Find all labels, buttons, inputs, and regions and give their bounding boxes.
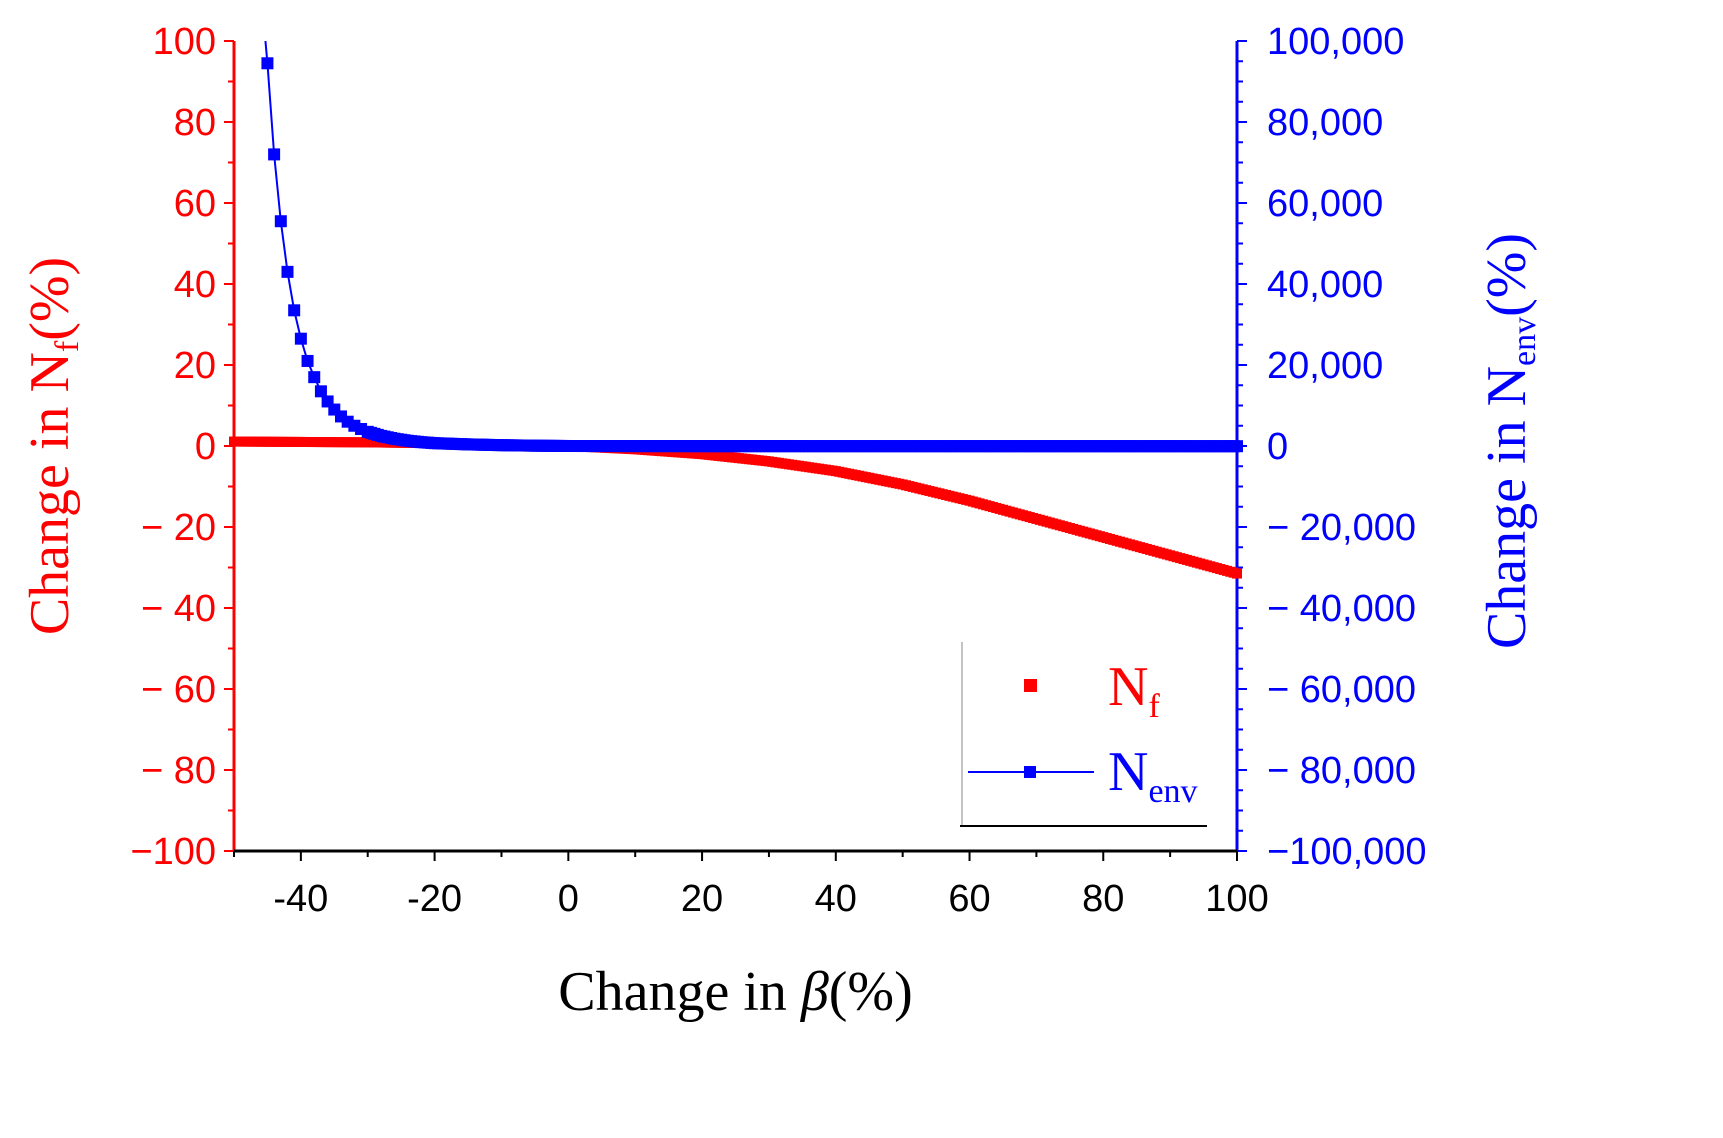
- nenv-point: [261, 57, 274, 70]
- legend-nenv-label: Nenv: [1108, 741, 1198, 810]
- right-y-tick-label: 0: [1267, 426, 1288, 468]
- right-y-axis-title-suffix: (%): [1476, 233, 1538, 317]
- left-y-tick-label: 100: [153, 21, 216, 63]
- nenv-point: [288, 304, 301, 317]
- right-y-tick-label: − 60,000: [1267, 669, 1416, 711]
- legend: Nf Nenv: [960, 642, 1207, 827]
- right-y-tick-label: − 80,000: [1267, 750, 1416, 792]
- nenv-point: [1231, 440, 1243, 453]
- nenv-point: [301, 354, 314, 367]
- x-tick-label: -40: [273, 878, 328, 920]
- nenv-point: [274, 215, 287, 228]
- right-y-ticks: −100,000 − 80,000 − 60,000 − 40,000 − 20,000…: [1237, 21, 1427, 873]
- left-y-tick-label: − 40: [141, 588, 216, 630]
- x-axis-title-prefix: Change in: [558, 961, 801, 1023]
- left-y-axis-title-suffix: (%): [19, 257, 81, 341]
- left-y-tick-label: 40: [174, 264, 216, 306]
- series-nf: [229, 436, 1242, 579]
- x-tick-label: 100: [1205, 878, 1268, 920]
- left-y-axis-title-sub: f: [49, 340, 86, 352]
- legend-nf-label: Nf: [1108, 656, 1160, 725]
- left-y-tick-label: 60: [174, 183, 216, 225]
- x-ticks: -40 -20 0 20 40 60 80 100: [233, 851, 1269, 920]
- x-tick-label: 60: [948, 878, 990, 920]
- right-y-tick-label: 20,000: [1267, 345, 1383, 387]
- x-axis-title-suffix: (%): [829, 961, 913, 1023]
- legend-nf-main: N: [1108, 656, 1148, 718]
- right-y-tick-label: − 40,000: [1267, 588, 1416, 630]
- right-y-axis-title-prefix: Change in N: [1476, 366, 1538, 649]
- x-tick-label: 40: [815, 878, 857, 920]
- legend-nf-marker: [1024, 679, 1037, 692]
- legend-nenv-marker: [1024, 766, 1036, 778]
- nenv-point: [308, 371, 321, 384]
- left-y-axis-title-prefix: Change in N: [19, 352, 81, 635]
- x-tick-label: 80: [1082, 878, 1124, 920]
- left-y-ticks: −100 − 80 − 60 − 40 − 20 0 20 40 60 80 100: [130, 21, 234, 873]
- right-y-axis-title: Change in Nenv(%): [1476, 233, 1543, 649]
- nenv-point: [294, 332, 307, 345]
- left-y-tick-label: 20: [174, 345, 216, 387]
- x-axis-title: Change in β(%): [558, 961, 912, 1023]
- left-y-tick-label: 80: [174, 102, 216, 144]
- left-y-tick-label: − 20: [141, 507, 216, 549]
- left-y-tick-label: − 80: [141, 750, 216, 792]
- right-y-tick-label: −100,000: [1267, 831, 1427, 873]
- x-tick-label: 20: [681, 878, 723, 920]
- legend-nenv-main: N: [1108, 741, 1148, 803]
- left-y-tick-label: − 60: [141, 669, 216, 711]
- nenv-point: [268, 148, 281, 161]
- nenv-point: [314, 385, 327, 398]
- x-tick-label: 0: [558, 878, 579, 920]
- nenv-line: [264, 40, 1238, 448]
- nenv-point: [281, 265, 294, 278]
- series-nenv: [261, 40, 1243, 453]
- right-y-tick-label: 100,000: [1267, 21, 1404, 63]
- right-y-axis-title-sub: env: [1506, 317, 1543, 366]
- left-y-axis-title: Change in Nf(%): [19, 257, 86, 635]
- legend-nenv-sub: env: [1148, 773, 1197, 810]
- right-y-tick-label: − 20,000: [1267, 507, 1416, 549]
- right-y-tick-label: 80,000: [1267, 102, 1383, 144]
- right-y-tick-label: 60,000: [1267, 183, 1383, 225]
- legend-nf-sub: f: [1148, 688, 1160, 725]
- left-y-tick-label: 0: [195, 426, 216, 468]
- x-tick-label: -20: [407, 878, 462, 920]
- right-y-tick-label: 40,000: [1267, 264, 1383, 306]
- nf-point: [1232, 568, 1242, 579]
- left-y-tick-label: −100: [130, 831, 216, 873]
- x-axis-title-symbol: β: [800, 961, 829, 1023]
